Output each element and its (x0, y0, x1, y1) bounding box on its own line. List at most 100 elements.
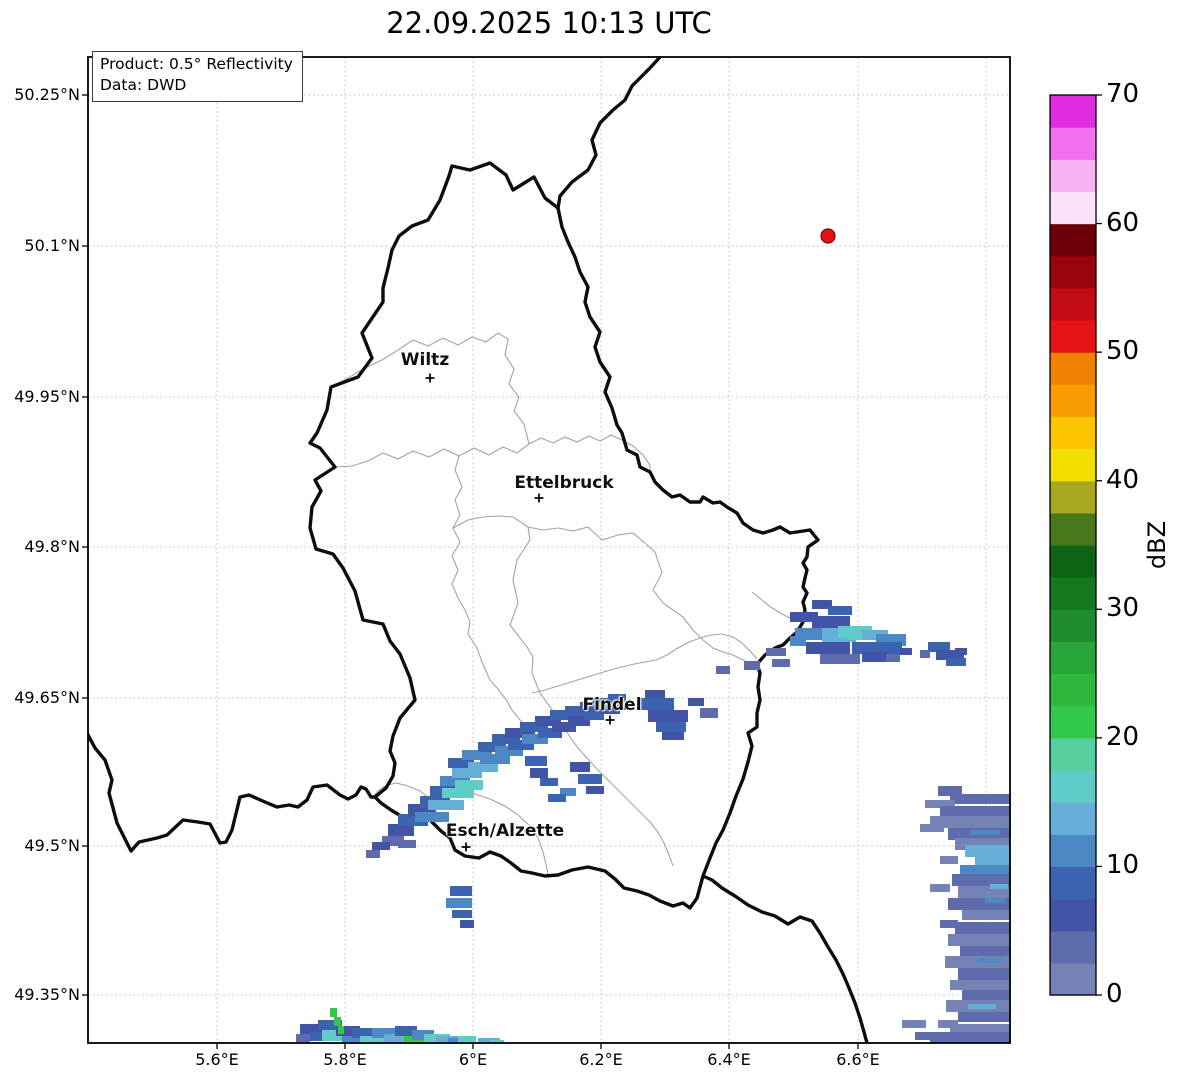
city-markers (425, 373, 615, 852)
echo-cell (884, 642, 902, 652)
echo-cell (920, 650, 930, 658)
colorbar-band (1050, 770, 1096, 803)
echo-cell (460, 920, 474, 928)
echo-cell (586, 786, 604, 794)
echo-cell (525, 756, 547, 766)
echo-cell (580, 702, 602, 712)
region-border-path (334, 443, 530, 468)
radar-site-dot (820, 228, 836, 244)
colorbar-band (1050, 834, 1096, 868)
colorbar (1049, 94, 1102, 996)
echo-cell (308, 1032, 334, 1041)
echo-cell (446, 898, 472, 908)
region-border-path (372, 782, 431, 800)
echo-cell (560, 788, 576, 796)
echo-cell (744, 661, 760, 670)
echo-cell (886, 654, 900, 662)
echo-cell (478, 742, 506, 752)
echo-cell (535, 716, 561, 726)
echo-cell (318, 1020, 342, 1030)
echo-cell (428, 800, 464, 810)
echo-cell (352, 1028, 378, 1038)
echo-cell (330, 1008, 337, 1017)
echo-cell (436, 1036, 458, 1042)
echo-cell (962, 910, 1010, 920)
country-border-path (88, 731, 377, 853)
echo-cell (960, 865, 1010, 875)
echo-cell (928, 642, 950, 652)
colorbar-band (1050, 609, 1096, 643)
echo-cell (812, 616, 850, 628)
region-border-path (528, 434, 651, 472)
echo-cell (480, 754, 510, 764)
echo-cell (962, 990, 1010, 1000)
echo-cell (342, 1036, 372, 1042)
echo-cell (468, 762, 498, 772)
echo-cell (388, 824, 414, 836)
echo-cell (940, 920, 958, 928)
country-border-path (701, 874, 869, 1043)
region-border-path (330, 332, 530, 445)
echo-cell (790, 612, 818, 622)
echo-cell (970, 830, 1000, 835)
echo-cell (688, 698, 704, 706)
colorbar-band (1050, 127, 1096, 160)
echo-cell (384, 1034, 410, 1042)
echo-cell (412, 1030, 434, 1040)
echo-cell (372, 842, 390, 850)
echo-cell (930, 1032, 1010, 1043)
echo-cell (538, 728, 562, 738)
echo-cell (452, 910, 472, 918)
echo-cell (338, 1026, 344, 1034)
echo-cell (985, 898, 1005, 903)
echo-cell (508, 740, 534, 750)
echo-cell (862, 630, 888, 640)
echo-cell (828, 606, 852, 615)
colorbar-band (1050, 384, 1096, 418)
echo-cell (452, 768, 482, 778)
echo-cell (366, 850, 380, 858)
echo-cell (930, 884, 950, 892)
region-border-path (451, 455, 531, 732)
echo-cell (948, 934, 1010, 946)
echo-cell (540, 778, 558, 786)
colorbar-band (1050, 545, 1096, 578)
echo-cell (530, 768, 548, 778)
echo-cell (955, 648, 967, 655)
echo-cell (925, 800, 955, 808)
country-border-path (308, 161, 560, 799)
colorbar-band (1050, 962, 1096, 996)
plot-frame (87, 56, 1011, 1044)
echo-cell (334, 1017, 341, 1026)
echo-cell (568, 716, 590, 726)
echo-cell (492, 734, 520, 744)
gridlines (88, 57, 1010, 1043)
colorbar-band (1050, 802, 1096, 835)
echo-cell (968, 1004, 996, 1009)
echo-cell (322, 1030, 342, 1041)
country-border-path (556, 206, 820, 878)
echo-cell (552, 722, 576, 732)
echo-cell (900, 648, 912, 655)
echo-cell (300, 1024, 322, 1034)
colorbar-frame (1049, 94, 1097, 996)
echo-cell (372, 1028, 396, 1038)
echo-cell (820, 654, 860, 664)
country-border-path (556, 57, 662, 210)
echo-cell (608, 694, 626, 702)
radar-echoes (296, 600, 1010, 1043)
colorbar-band (1050, 480, 1096, 514)
echo-cell (938, 1020, 958, 1028)
axis-ticks (82, 94, 859, 1049)
echo-cell (584, 712, 604, 720)
echo-cell (975, 856, 1010, 866)
colorbar-band (1050, 95, 1096, 128)
colorbar-band (1050, 287, 1096, 321)
colorbar-band (1050, 255, 1096, 289)
echo-cell (570, 762, 590, 772)
colorbar-band (1050, 898, 1096, 932)
echo-cell (766, 648, 786, 656)
figure-title: 22.09.2025 10:13 UTC (386, 6, 712, 40)
